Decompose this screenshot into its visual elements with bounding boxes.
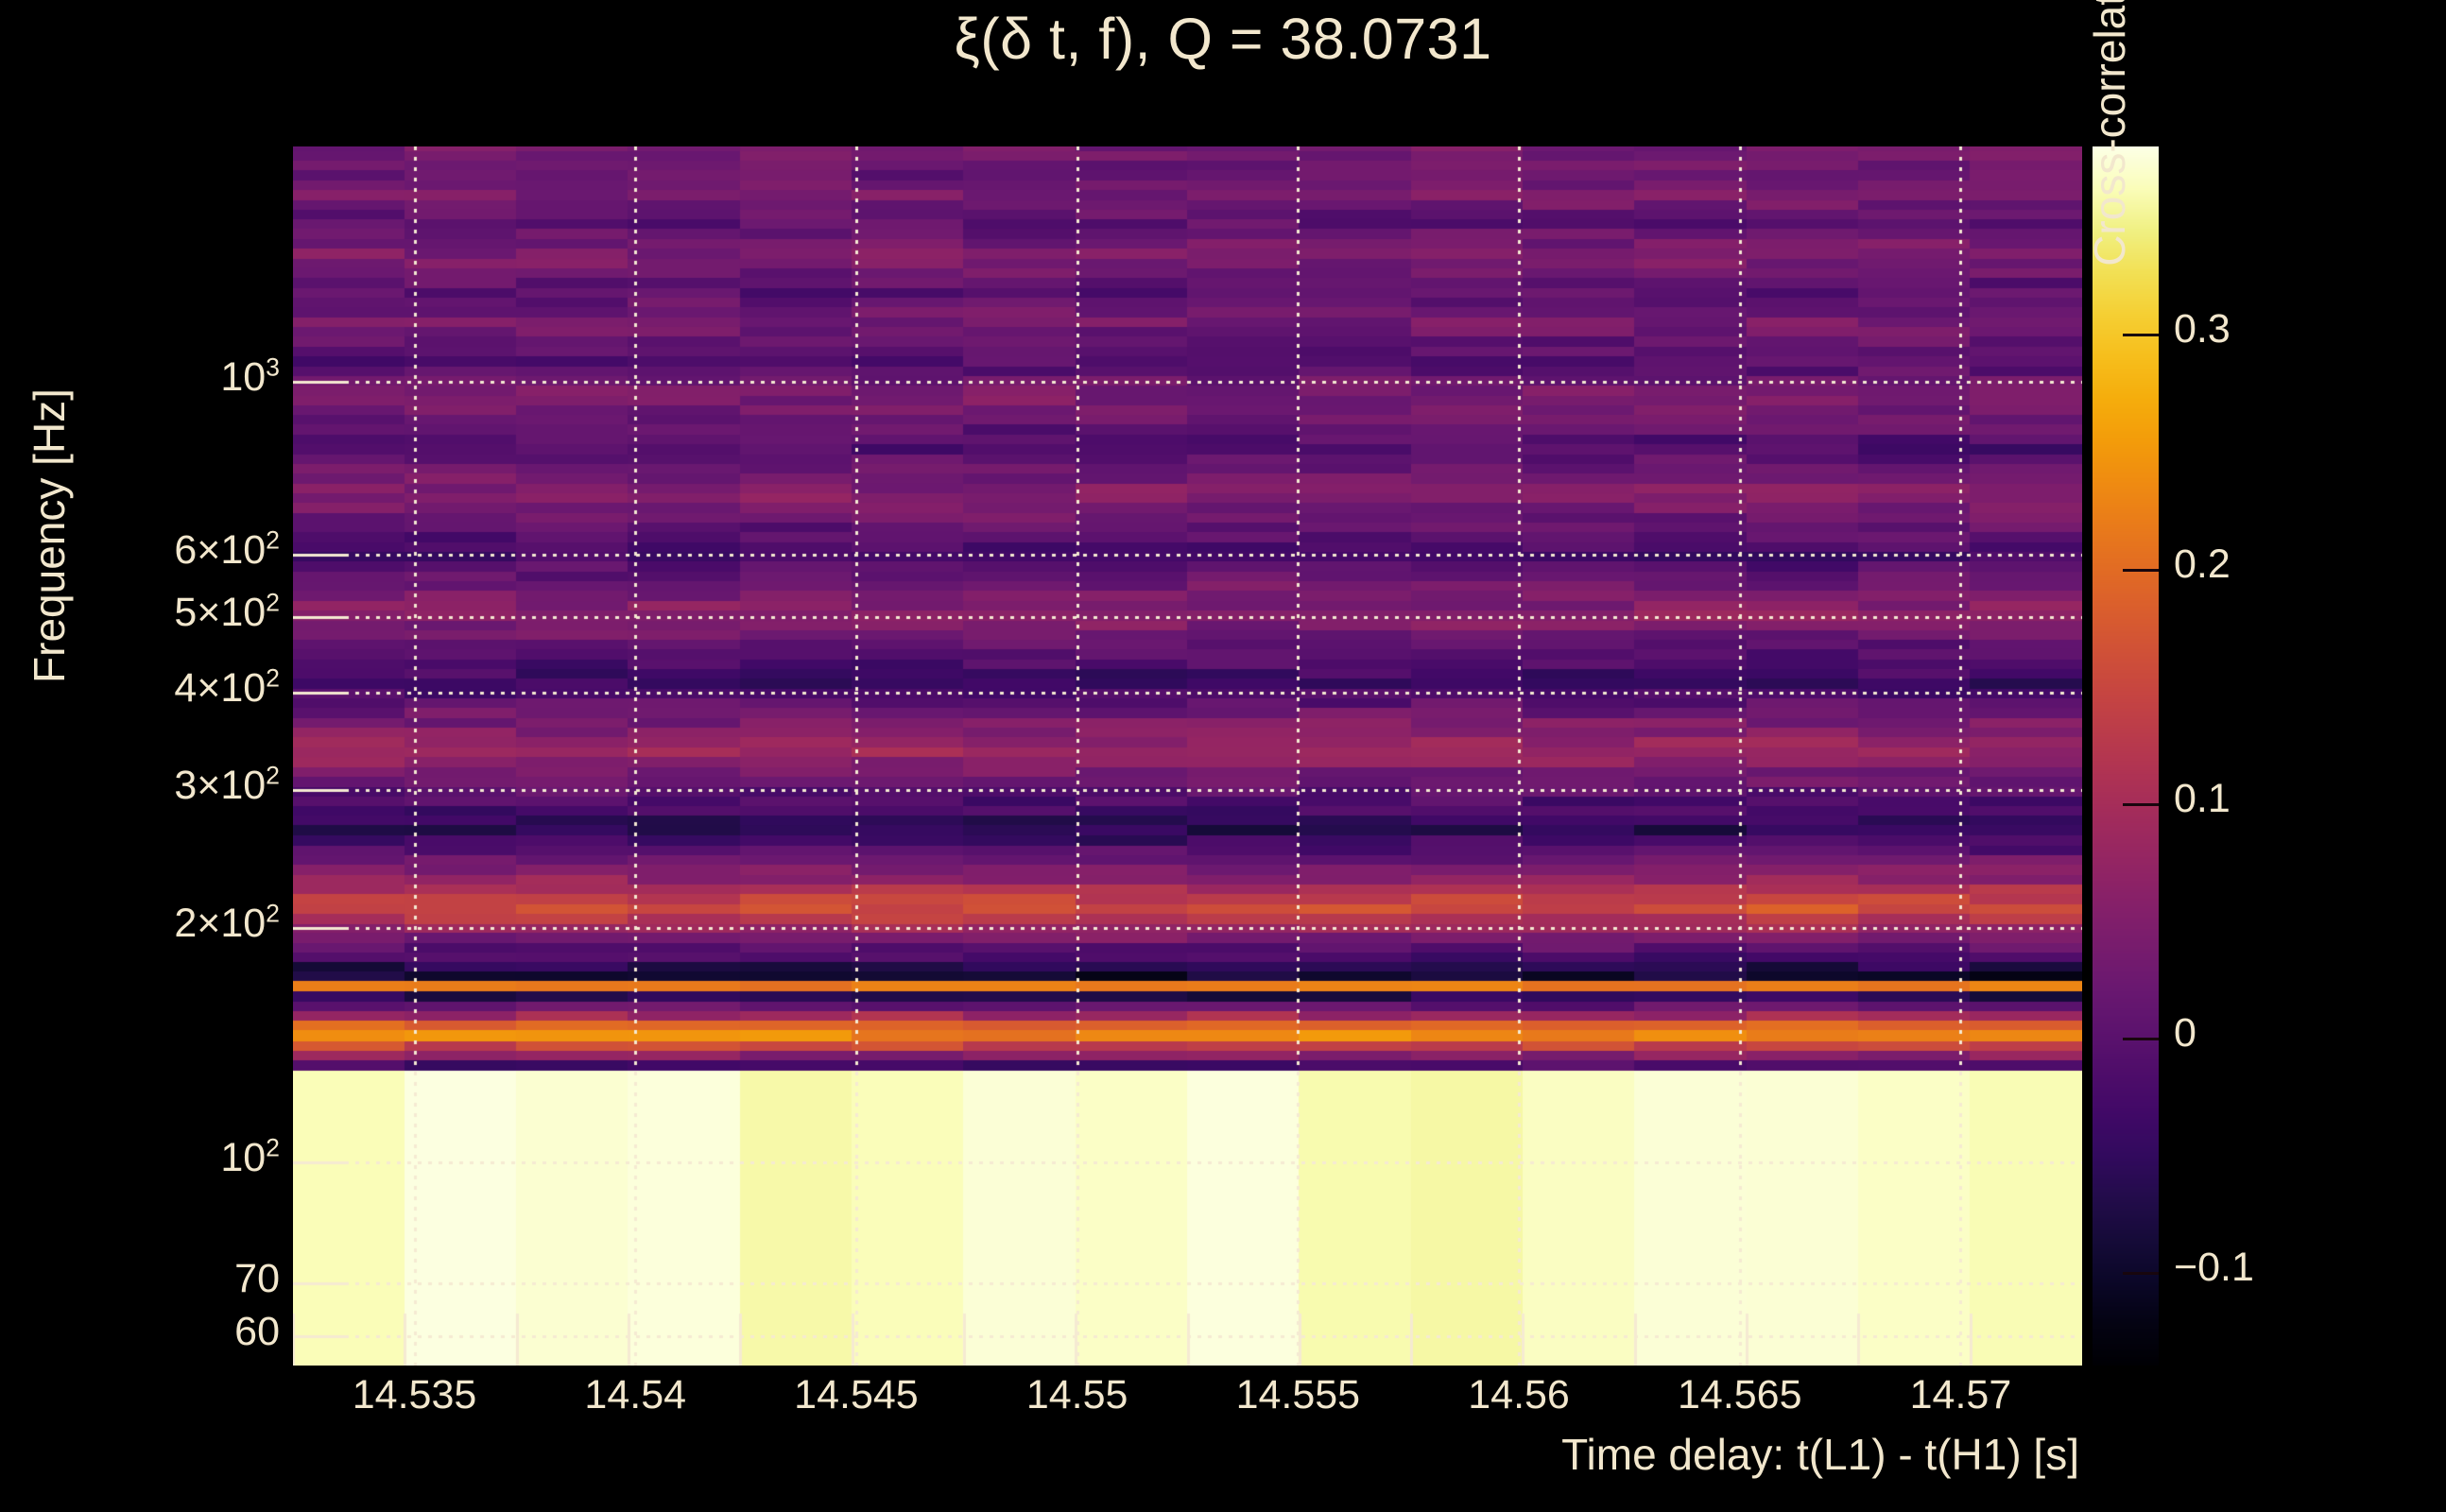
colorbar-gradient	[2093, 146, 2159, 1366]
x-axis-tick-labels: 14.535 14.54 14.545 14.55 14.555 14.56 14.565 1…	[0, 1375, 2446, 1432]
y-tick-label: 60	[234, 1308, 280, 1354]
heatmap-plot-area	[293, 146, 2082, 1366]
y-axis-tick-labels: 103 6×102 5×102 4×102 3×102 2×102 102 70 60	[0, 0, 280, 1512]
y-axis-title: Frequency [Hz]	[25, 388, 74, 683]
colorbar-tick-label: 0.2	[2174, 541, 2231, 587]
y-tick-label: 102	[220, 1135, 280, 1181]
y-tick-exponent: 2	[266, 761, 280, 790]
colorbar-tick-mark	[2123, 334, 2159, 336]
y-tick-label: 3×102	[174, 761, 280, 809]
y-tick-label: 6×102	[174, 527, 280, 574]
y-tick-exponent: 3	[266, 352, 280, 382]
x-tick-label: 14.57	[1909, 1372, 2012, 1418]
y-tick-exponent: 2	[266, 1134, 280, 1163]
y-tick-exponent: 2	[266, 588, 280, 617]
y-tick-text: 10	[220, 353, 267, 400]
y-tick-exponent: 2	[266, 899, 280, 928]
y-tick-text: 4×10	[174, 664, 267, 711]
y-tick-exponent: 2	[266, 663, 280, 693]
y-tick-label: 4×102	[174, 664, 280, 711]
colorbar-tick-label: 0.3	[2174, 306, 2231, 352]
y-tick-text: 3×10	[174, 763, 267, 809]
x-tick-label: 14.535	[352, 1372, 477, 1418]
y-tick-text: 10	[220, 1135, 267, 1181]
y-tick-label: 70	[234, 1256, 280, 1302]
y-tick-label: 5×102	[174, 589, 280, 635]
x-tick-label: 14.545	[794, 1372, 919, 1418]
x-axis-title: Time delay: t(L1) - t(H1) [s]	[1561, 1430, 2079, 1479]
y-tick-text: 5×10	[174, 589, 267, 635]
x-tick-label: 14.55	[1025, 1372, 1128, 1418]
y-tick-label: 103	[220, 353, 280, 400]
y-tick-label: 2×102	[174, 900, 280, 946]
y-tick-exponent: 2	[266, 525, 280, 555]
y-tick-text: 6×10	[174, 527, 267, 574]
colorbar-tick-mark	[2123, 1272, 2159, 1275]
heatmap-image	[293, 146, 2082, 1366]
x-tick-label: 14.56	[1468, 1372, 1570, 1418]
y-tick-text: 2×10	[174, 900, 267, 946]
x-tick-label: 14.54	[584, 1372, 687, 1418]
x-tick-label: 14.555	[1235, 1372, 1361, 1418]
colorbar-tick-label: 0	[2174, 1009, 2196, 1056]
colorbar	[2093, 146, 2159, 1366]
colorbar-tick-mark	[2123, 803, 2159, 806]
colorbar-title: Cross-correlation ξ	[2085, 0, 2134, 266]
x-tick-label: 14.565	[1677, 1372, 1802, 1418]
colorbar-tick-label: −0.1	[2174, 1244, 2254, 1290]
colorbar-tick-label: 0.1	[2174, 775, 2231, 821]
colorbar-tick-mark	[2123, 569, 2159, 572]
colorbar-tick-mark	[2123, 1038, 2159, 1040]
figure-title: ξ(δ t, f), Q = 38.0731	[954, 7, 1492, 71]
